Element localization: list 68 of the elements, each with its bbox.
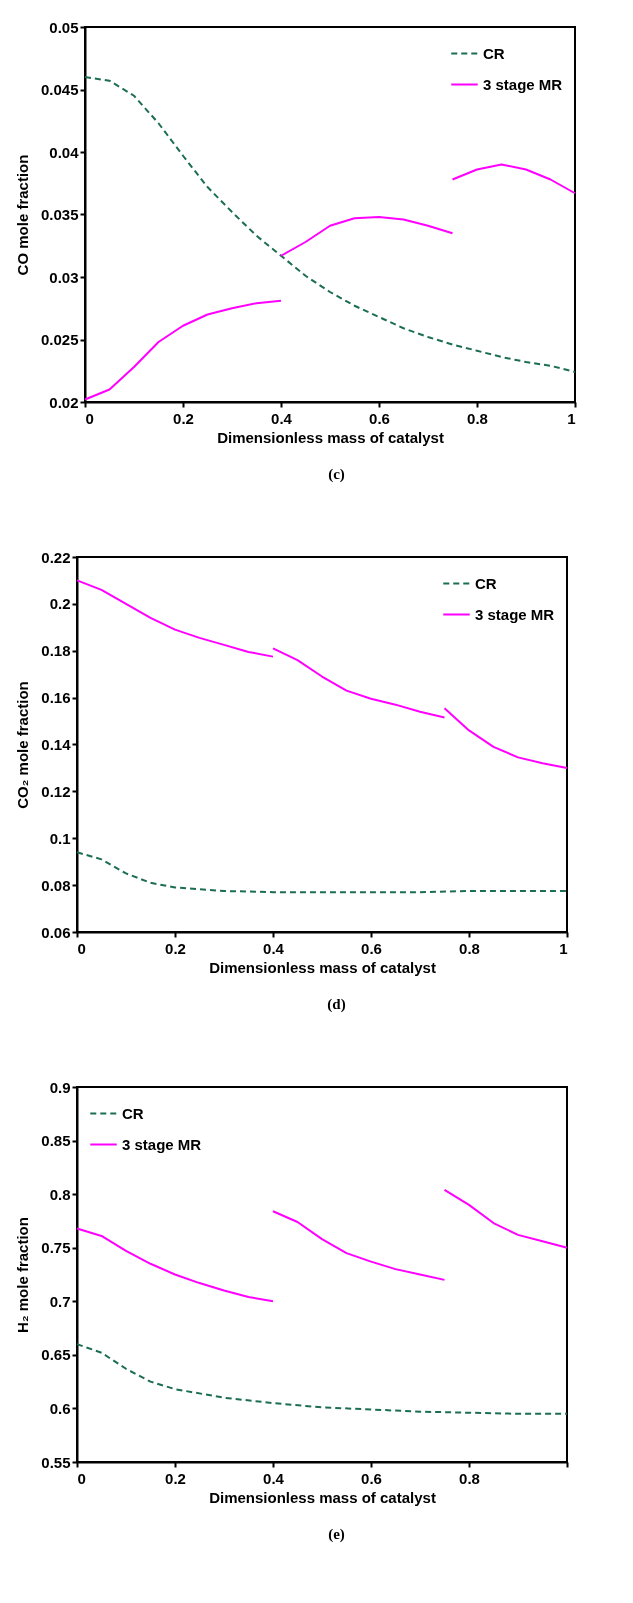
- x-tick-label: 0.8: [467, 409, 488, 427]
- line-series: [76, 579, 274, 658]
- text: (e): [327, 1526, 346, 1543]
- legend-label: CR: [475, 574, 497, 592]
- legend-label: CR: [483, 44, 505, 62]
- y-tick-label: 0.1: [49, 829, 71, 847]
- line-series: [272, 1210, 446, 1281]
- y-tick-label: 0.22: [41, 548, 71, 566]
- y-axis-title: CO₂ mole fraction: [14, 681, 32, 809]
- y-tick-label: 0.7: [49, 1292, 71, 1310]
- x-tick-label: 0.8: [459, 939, 480, 957]
- line-series: [84, 299, 282, 401]
- y-tick-label: 0.75: [41, 1239, 71, 1257]
- y-tick-label: 0.06: [41, 923, 71, 941]
- x-axis-title: Dimensionless mass of catalyst: [217, 428, 444, 446]
- y-tick-label: 0.9: [49, 1078, 71, 1096]
- y-tick-label: 0.6: [49, 1399, 71, 1417]
- x-tick-label: 0: [77, 1469, 86, 1487]
- line-series: [76, 1227, 274, 1303]
- y-tick-label: 0.14: [41, 736, 72, 753]
- text: (c): [327, 466, 346, 483]
- x-axis-title: Dimensionless mass of catalyst: [209, 1488, 436, 1506]
- line-series: [84, 76, 576, 373]
- line-series: [76, 851, 568, 894]
- x-tick-label: 0.2: [173, 409, 194, 427]
- y-tick-label: 0.8: [49, 1185, 71, 1203]
- x-tick-label: 0.2: [165, 1469, 186, 1487]
- x-tick-label: 1: [559, 939, 568, 957]
- x-tick-label: 0.8: [459, 1469, 480, 1487]
- y-tick-label: 0.05: [49, 18, 79, 36]
- y-tick-label: 0.55: [41, 1453, 71, 1471]
- y-tick-label: 0.03: [49, 268, 79, 286]
- y-tick-label: 0.08: [41, 876, 71, 894]
- y-tick-label: 0.035: [40, 206, 79, 223]
- legend-label: CR: [122, 1104, 144, 1122]
- y-tick-label: 0.12: [41, 782, 71, 800]
- x-axis-title: Dimensionless mass of catalyst: [209, 958, 436, 976]
- line-series: [280, 216, 454, 257]
- y-tick-label: 0.65: [41, 1346, 71, 1364]
- x-tick-label: 0.4: [263, 939, 285, 957]
- x-tick-label: 0.6: [361, 1469, 382, 1487]
- y-axis-title: H₂ mole fraction: [14, 1217, 32, 1333]
- y-tick-label: 0.16: [41, 689, 71, 707]
- x-tick-label: 0.4: [271, 409, 293, 427]
- y-axis-title: CO mole fraction: [13, 154, 31, 276]
- line-series: [76, 1343, 568, 1415]
- y-tick-label: 0.02: [49, 393, 79, 411]
- y-tick-label: 0.2: [49, 595, 71, 613]
- line-series: [272, 647, 446, 719]
- x-tick-label: 0.6: [369, 409, 390, 427]
- line-series: [443, 707, 568, 769]
- x-tick-label: 0: [77, 939, 86, 957]
- y-tick-label: 0.85: [41, 1132, 71, 1150]
- y-tick-label: 0.04: [49, 143, 80, 161]
- legend-label: 3 stage MR: [483, 75, 563, 93]
- x-tick-label: 0.4: [263, 1469, 285, 1487]
- y-tick-label: 0.025: [40, 331, 79, 348]
- y-tick-label: 0.18: [41, 642, 71, 660]
- legend-label: 3 stage MR: [122, 1135, 202, 1153]
- text: (d): [326, 996, 347, 1013]
- x-tick-label: 1: [567, 409, 576, 427]
- x-tick-label: 0.6: [361, 939, 382, 957]
- x-tick-label: 0.2: [165, 939, 186, 957]
- line-series: [451, 163, 576, 195]
- legend-label: 3 stage MR: [475, 605, 555, 623]
- x-tick-label: 0: [85, 409, 94, 427]
- y-tick-label: 0.045: [40, 81, 79, 98]
- line-series: [443, 1188, 568, 1249]
